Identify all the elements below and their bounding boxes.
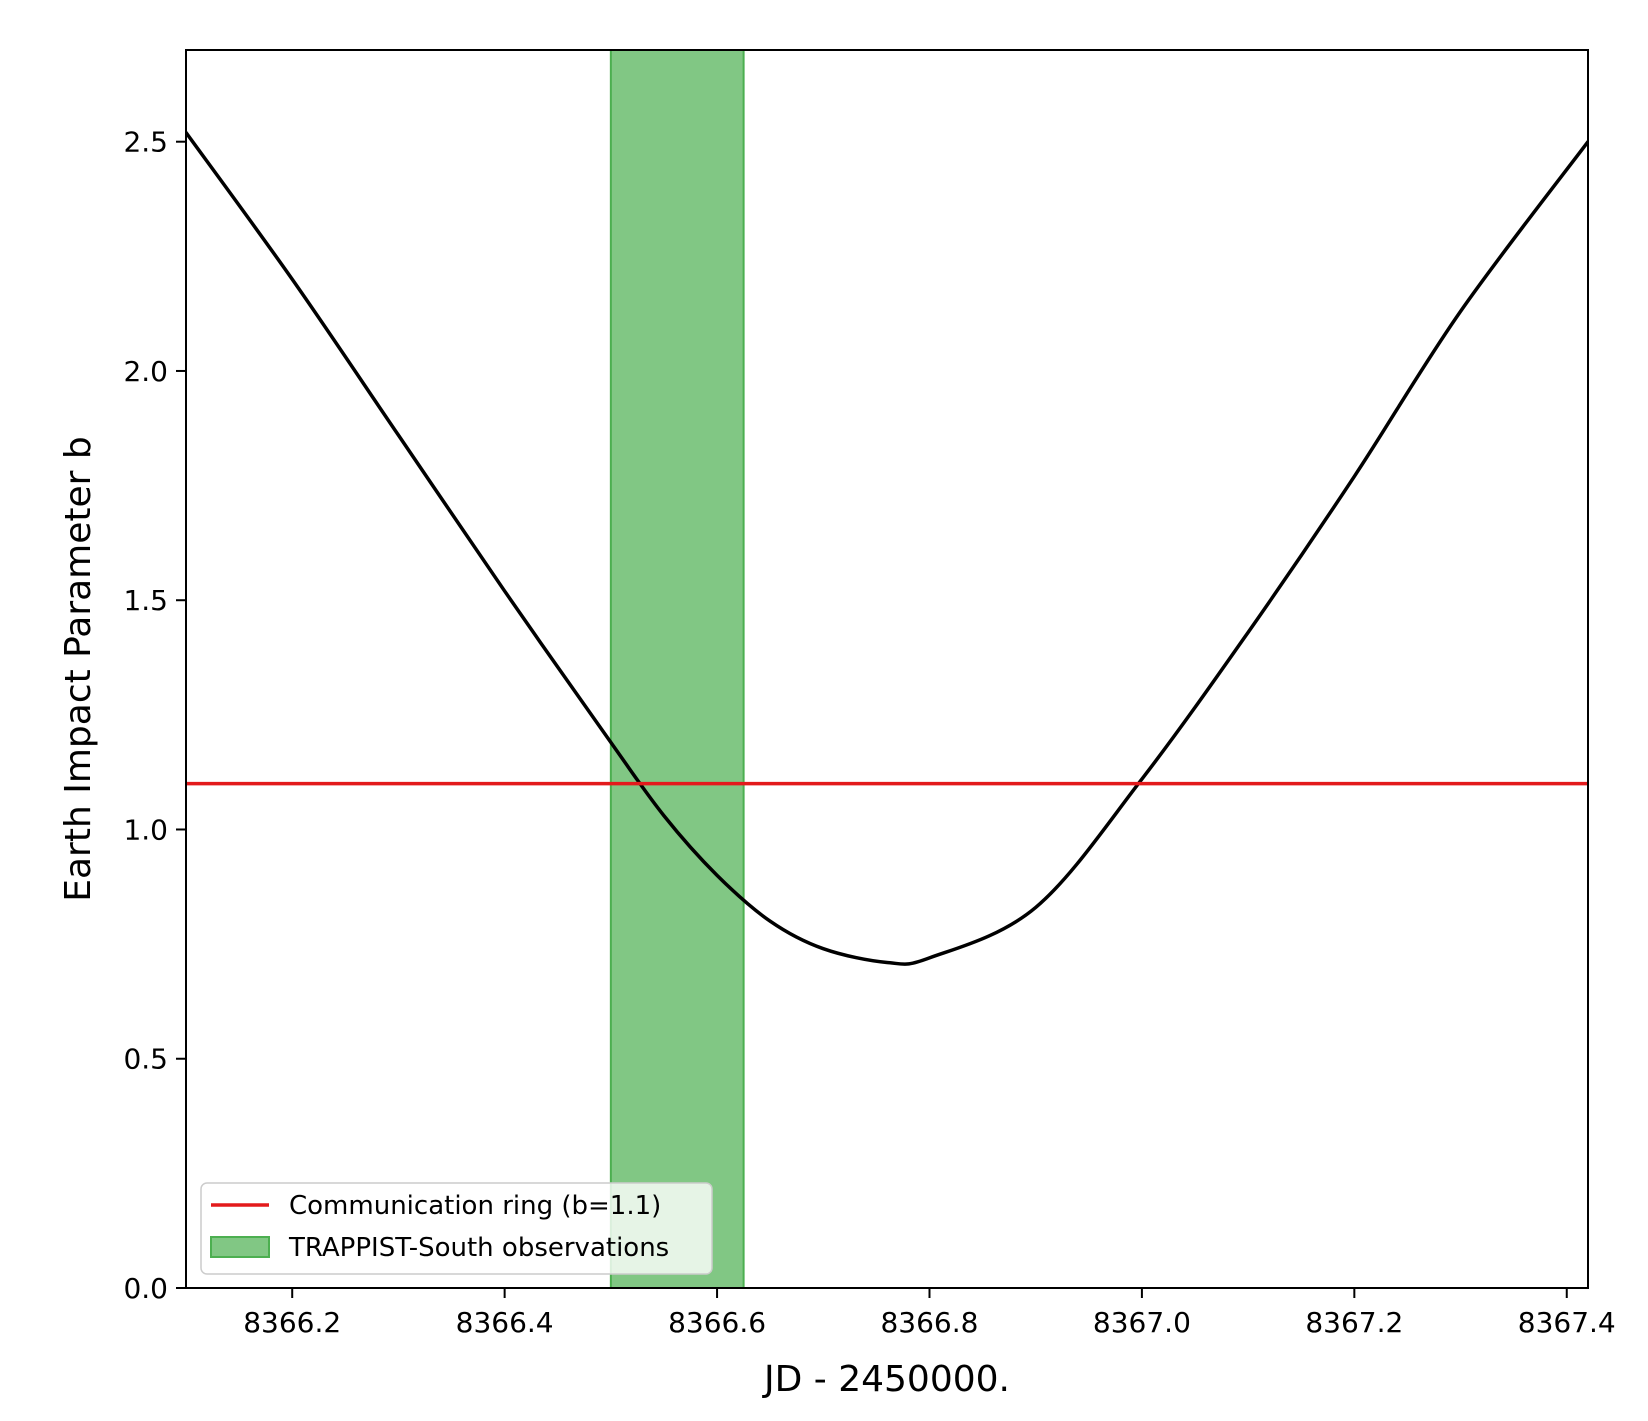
legend-box [200,1182,713,1275]
x-tick-label: 8367.2 [1305,1306,1403,1339]
impact-parameter-curve [186,130,1588,966]
observation-span [609,50,745,1288]
legend-label-trappist-observations: TRAPPIST-South observations [288,1233,669,1263]
legend-label-communication-ring: Communication ring (b=1.1) [289,1191,661,1221]
legend: Communication ring (b=1.1) TRAPPIST-Sout… [200,1182,713,1275]
y-axis-label: Earth Impact Parameter b [58,436,99,902]
x-tick-label: 8366.4 [456,1306,554,1339]
x-tick-label: 8366.8 [880,1306,978,1339]
y-tick-label: 0.5 [123,1043,168,1076]
x-tick-label: 8366.6 [668,1306,766,1339]
x-tick-label: 8367.4 [1518,1306,1616,1339]
legend-swatch-trappist-observations [210,1236,270,1258]
plot-clip-group [186,50,1588,1288]
x-tick-label: 8366.2 [243,1306,341,1339]
x-tick-label: 8367.0 [1093,1306,1191,1339]
y-tick-label: 2.5 [123,126,168,159]
y-tick-label: 1.5 [123,584,168,617]
plot-area [186,50,1588,1288]
y-tick-label: 2.0 [123,355,168,388]
y-tick-label: 0.0 [123,1272,168,1305]
axes: 8366.2 8366.4 8366.6 8366.8 8367.0 8367.2 8367… [123,49,1616,1339]
y-tick-label: 1.0 [123,813,168,846]
axes-frame [185,49,1589,1289]
x-axis-label: JD - 2450000. [762,1359,1010,1400]
